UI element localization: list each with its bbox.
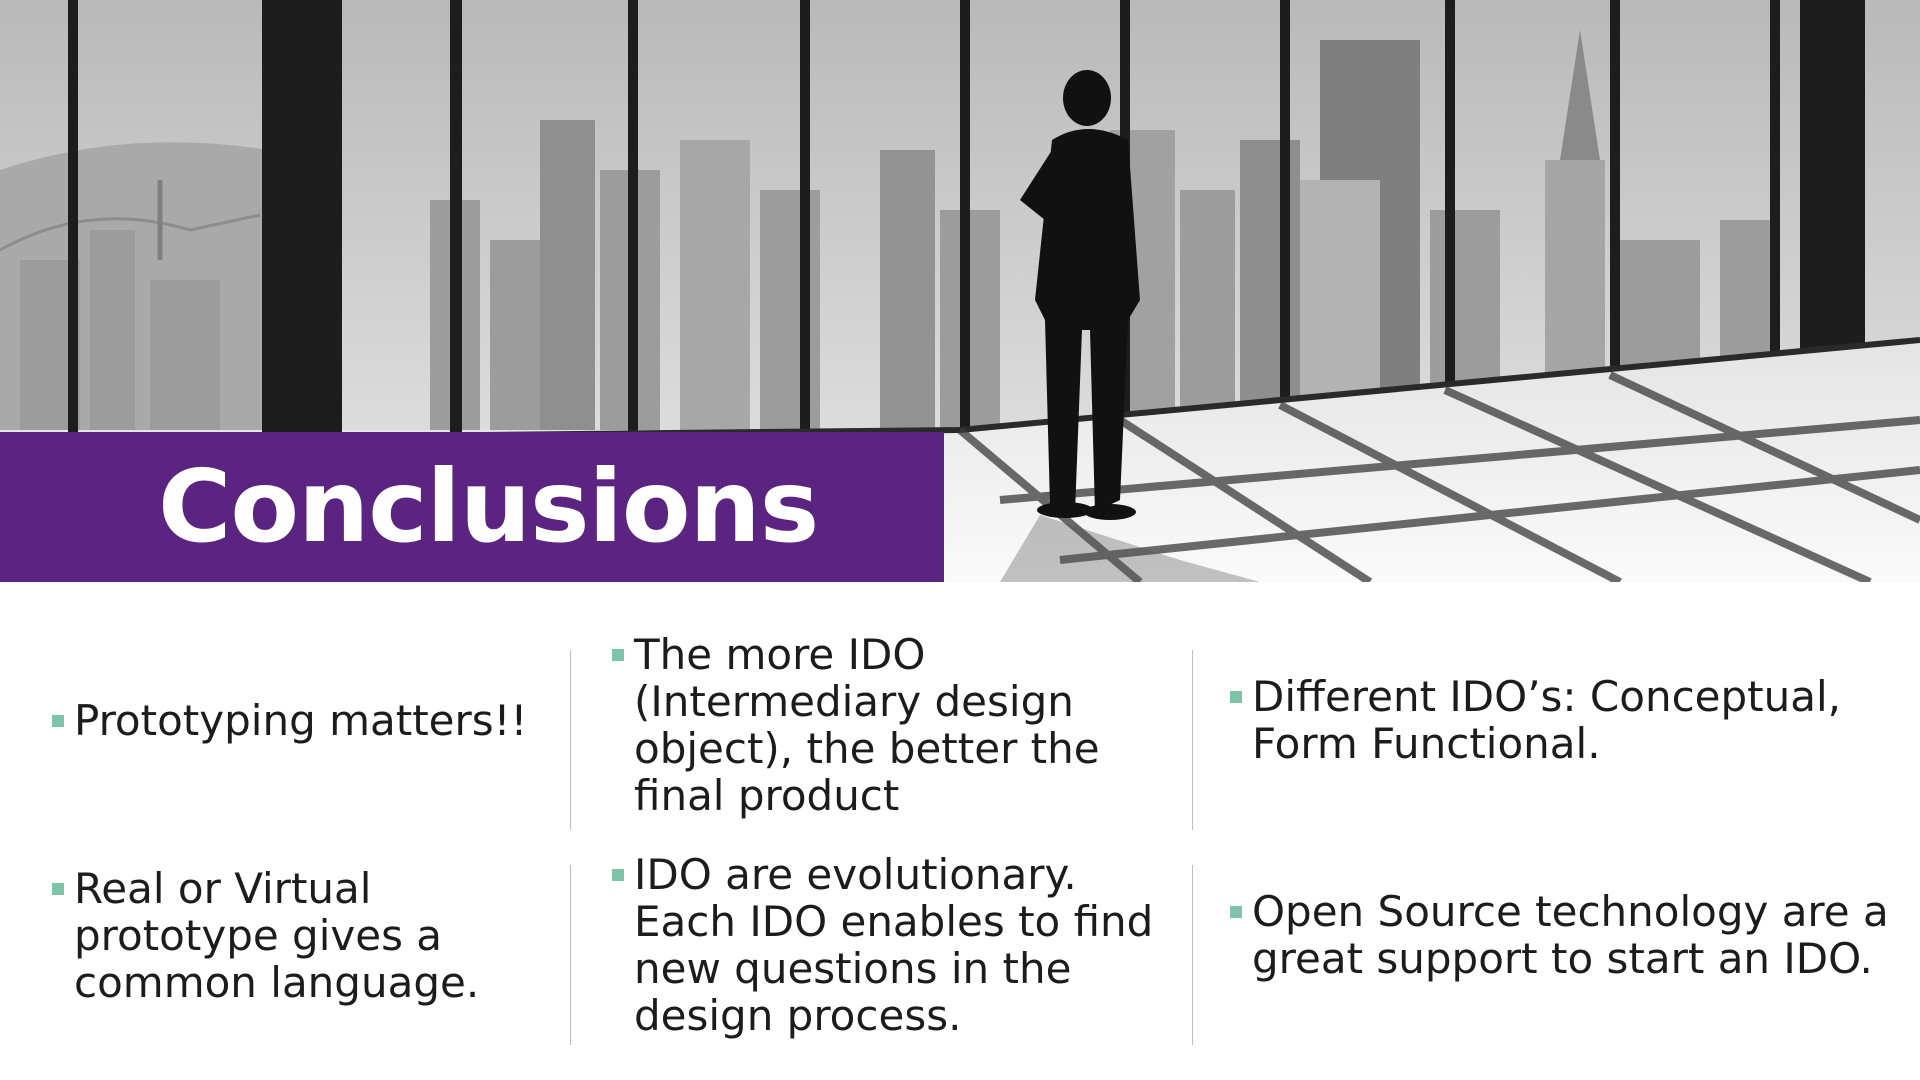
column-divider bbox=[1192, 865, 1193, 1045]
slide-title: Conclusions bbox=[158, 448, 819, 565]
bullet-cell-r2c3: Open Source technology are a great suppo… bbox=[1230, 855, 1890, 1015]
bullet-text: Open Source technology are a great suppo… bbox=[1252, 887, 1889, 983]
bullet-cell-r2c1: Real or Virtual prototype gives a common… bbox=[52, 855, 562, 1015]
column-divider bbox=[570, 650, 571, 830]
bullet-square-icon bbox=[52, 882, 64, 895]
bullet-square-icon bbox=[1230, 691, 1242, 703]
list-item: IDO are evolutionary. Each IDO enables t… bbox=[612, 851, 1182, 1039]
list-item: Open Source technology are a great suppo… bbox=[1230, 888, 1890, 982]
list-item: Real or Virtual prototype gives a common… bbox=[52, 865, 562, 1006]
bullet-text: Real or Virtual prototype gives a common… bbox=[74, 863, 480, 1007]
list-item: Different IDO’s: Conceptual, Form Functi… bbox=[1230, 673, 1870, 767]
hero-image bbox=[0, 0, 1920, 582]
title-band bbox=[0, 432, 944, 582]
bullet-square-icon bbox=[612, 869, 624, 881]
bullet-text: Prototyping matters!! bbox=[74, 695, 528, 745]
list-item: The more IDO (Intermediary design object… bbox=[612, 631, 1182, 819]
bullet-square-icon bbox=[52, 714, 64, 727]
list-item: Prototyping matters!! bbox=[52, 697, 527, 744]
bullet-square-icon bbox=[1230, 906, 1242, 918]
bullet-grid: Prototyping matters!! The more IDO (Inte… bbox=[0, 620, 1920, 1060]
column-divider bbox=[1192, 650, 1193, 830]
bullet-cell-r2c2: IDO are evolutionary. Each IDO enables t… bbox=[612, 840, 1182, 1050]
bullet-text: The more IDO (Intermediary design object… bbox=[634, 630, 1100, 820]
bullet-cell-r1c2: The more IDO (Intermediary design object… bbox=[612, 620, 1182, 830]
bullet-cell-r1c3: Different IDO’s: Conceptual, Form Functi… bbox=[1230, 640, 1870, 800]
bullet-text: Different IDO’s: Conceptual, Form Functi… bbox=[1252, 672, 1842, 768]
bullet-text: IDO are evolutionary. Each IDO enables t… bbox=[634, 850, 1154, 1040]
bullet-cell-r1c1: Prototyping matters!! bbox=[52, 640, 562, 800]
bullet-square-icon bbox=[612, 649, 624, 661]
column-divider bbox=[570, 865, 571, 1045]
